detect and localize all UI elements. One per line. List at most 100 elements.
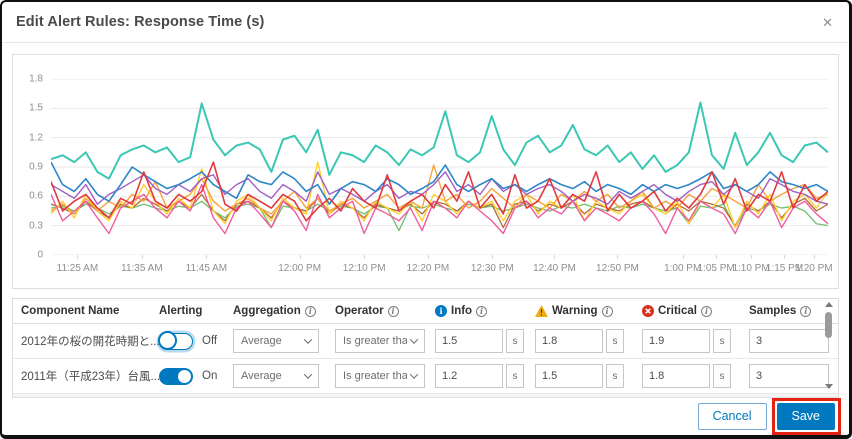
header-critical: Critical i (642, 305, 749, 317)
close-icon[interactable]: ✕ (822, 14, 833, 30)
info-threshold-cell: s (435, 364, 535, 388)
table-row: 2011年（平成23年）台風... On Average Is greater … (13, 359, 838, 394)
aggregation-cell: Average (233, 329, 335, 353)
y-tick-label: 0.3 (29, 220, 43, 232)
x-tick-label: 1:10 PM (732, 263, 770, 274)
aggregation-cell: Average (233, 364, 335, 388)
x-tick-label: 12:30 PM (470, 263, 514, 274)
y-tick-label: 1.2 (29, 132, 43, 144)
toggle-state-label: Off (202, 335, 218, 347)
y-tick-label: 1.8 (29, 73, 43, 85)
chart-line-purple (51, 172, 828, 204)
aggregation-select[interactable]: Average (233, 364, 319, 388)
critical-threshold-input[interactable] (642, 364, 710, 388)
unit-suffix: s (506, 329, 524, 353)
x-tick-label: 1:15 PM (765, 263, 804, 274)
header-samples: Samples i (749, 305, 837, 317)
header-info: i Info i (435, 305, 535, 317)
x-tick-mark (751, 255, 753, 259)
info-tooltip-icon[interactable]: i (476, 305, 488, 317)
x-tick-mark (77, 255, 79, 259)
x-tick-mark (492, 255, 494, 259)
x-tick-mark (141, 255, 143, 259)
alerting-cell: On (159, 367, 233, 385)
component-name-cell: 2012年の桜の開花時期と... (21, 336, 159, 348)
x-tick-mark (364, 255, 366, 259)
alert-rules-table: Component Name Alerting Aggregation i Ope… (12, 298, 839, 398)
chevron-down-icon (303, 335, 313, 344)
unit-suffix: s (506, 364, 524, 388)
aggregation-select[interactable]: Average (233, 329, 319, 353)
x-tick-label: 11:45 AM (185, 263, 228, 274)
warning-threshold-cell: s (535, 329, 642, 353)
chart-line-red (51, 162, 828, 221)
x-tick-label: 11:25 AM (56, 263, 99, 274)
chart-line-orange (51, 165, 828, 214)
unit-suffix: s (713, 329, 731, 353)
x-tick-label: 12:10 PM (342, 263, 386, 274)
x-tick-label: 1:20 PM (795, 263, 833, 274)
x-tick-mark (784, 255, 786, 259)
header-operator: Operator i (335, 305, 435, 317)
x-tick-mark (716, 255, 718, 259)
operator-select[interactable]: Is greater than (335, 364, 425, 388)
samples-input[interactable] (749, 329, 829, 353)
scrollbar-thumb[interactable] (825, 312, 832, 338)
x-tick-label: 12:00 PM (278, 263, 322, 274)
info-tooltip-icon[interactable]: i (304, 305, 316, 317)
save-button[interactable]: Save (776, 402, 835, 430)
info-tooltip-icon[interactable]: i (701, 305, 712, 317)
x-tick-mark (554, 255, 556, 259)
unit-suffix: s (713, 364, 731, 388)
samples-cell (749, 329, 837, 353)
header-component-name: Component Name (21, 305, 120, 317)
info-threshold-input[interactable] (435, 364, 503, 388)
chart-line-blue (51, 162, 828, 204)
component-name-cell: 2011年（平成23年）台風... (21, 371, 159, 383)
alerting-toggle[interactable] (158, 331, 193, 350)
table-header-row: Component Name Alerting Aggregation i Ope… (13, 299, 838, 324)
info-tooltip-icon[interactable]: i (800, 305, 812, 317)
chevron-down-icon (409, 370, 419, 379)
toggle-state-label: On (202, 370, 218, 382)
table-scrollbar[interactable] (822, 302, 835, 389)
y-tick-label: 0 (37, 249, 43, 261)
x-tick-label: 12:20 PM (406, 263, 450, 274)
x-tick-mark (814, 255, 815, 259)
chart-line-green (51, 201, 828, 230)
chart-y-axis: 1.8 1.5 1.2 0.9 0.6 0.3 0 (13, 74, 47, 261)
chart-svg (51, 79, 828, 255)
toggle-knob (158, 331, 177, 350)
chart-line-teal (51, 102, 828, 178)
alerting-toggle[interactable] (159, 367, 193, 385)
x-tick-label: 11:35 AM (121, 263, 163, 274)
dialog-title: Edit Alert Rules: Response Time (s) (16, 14, 265, 30)
info-threshold-input[interactable] (435, 329, 503, 353)
toggle-knob (178, 369, 191, 383)
x-tick-label: 1:05 PM (697, 263, 735, 274)
warning-threshold-input[interactable] (535, 329, 603, 353)
warning-status-icon (535, 305, 548, 317)
y-tick-label: 1.5 (29, 102, 43, 114)
cancel-button[interactable]: Cancel (697, 402, 767, 430)
operator-select[interactable]: Is greater than (335, 329, 425, 353)
info-tooltip-icon[interactable]: i (601, 305, 613, 317)
table-row: 2012年の桜の開花時期と... Off Average Is greater … (13, 324, 838, 359)
header-warning: Warning i (535, 305, 642, 317)
warning-threshold-cell: s (535, 364, 642, 388)
dialog-footer: Cancel Save (2, 397, 849, 435)
critical-threshold-input[interactable] (642, 329, 710, 353)
critical-threshold-cell: s (642, 364, 749, 388)
warning-threshold-input[interactable] (535, 364, 603, 388)
samples-input[interactable] (749, 364, 829, 388)
x-tick-mark (206, 255, 208, 259)
scrollbar-down-arrow-icon[interactable] (824, 384, 833, 389)
scrollbar-up-arrow-icon[interactable] (824, 302, 833, 307)
x-tick-label: 12:40 PM (533, 263, 576, 274)
critical-status-icon (642, 305, 654, 317)
x-tick-label: 1:00 PM (664, 263, 702, 274)
info-tooltip-icon[interactable]: i (387, 305, 399, 317)
x-tick-mark (617, 255, 619, 259)
chart-x-axis: 11:25 AM 11:35 AM 11:45 AM 12:00 PM 12:10 PM… (51, 255, 833, 285)
